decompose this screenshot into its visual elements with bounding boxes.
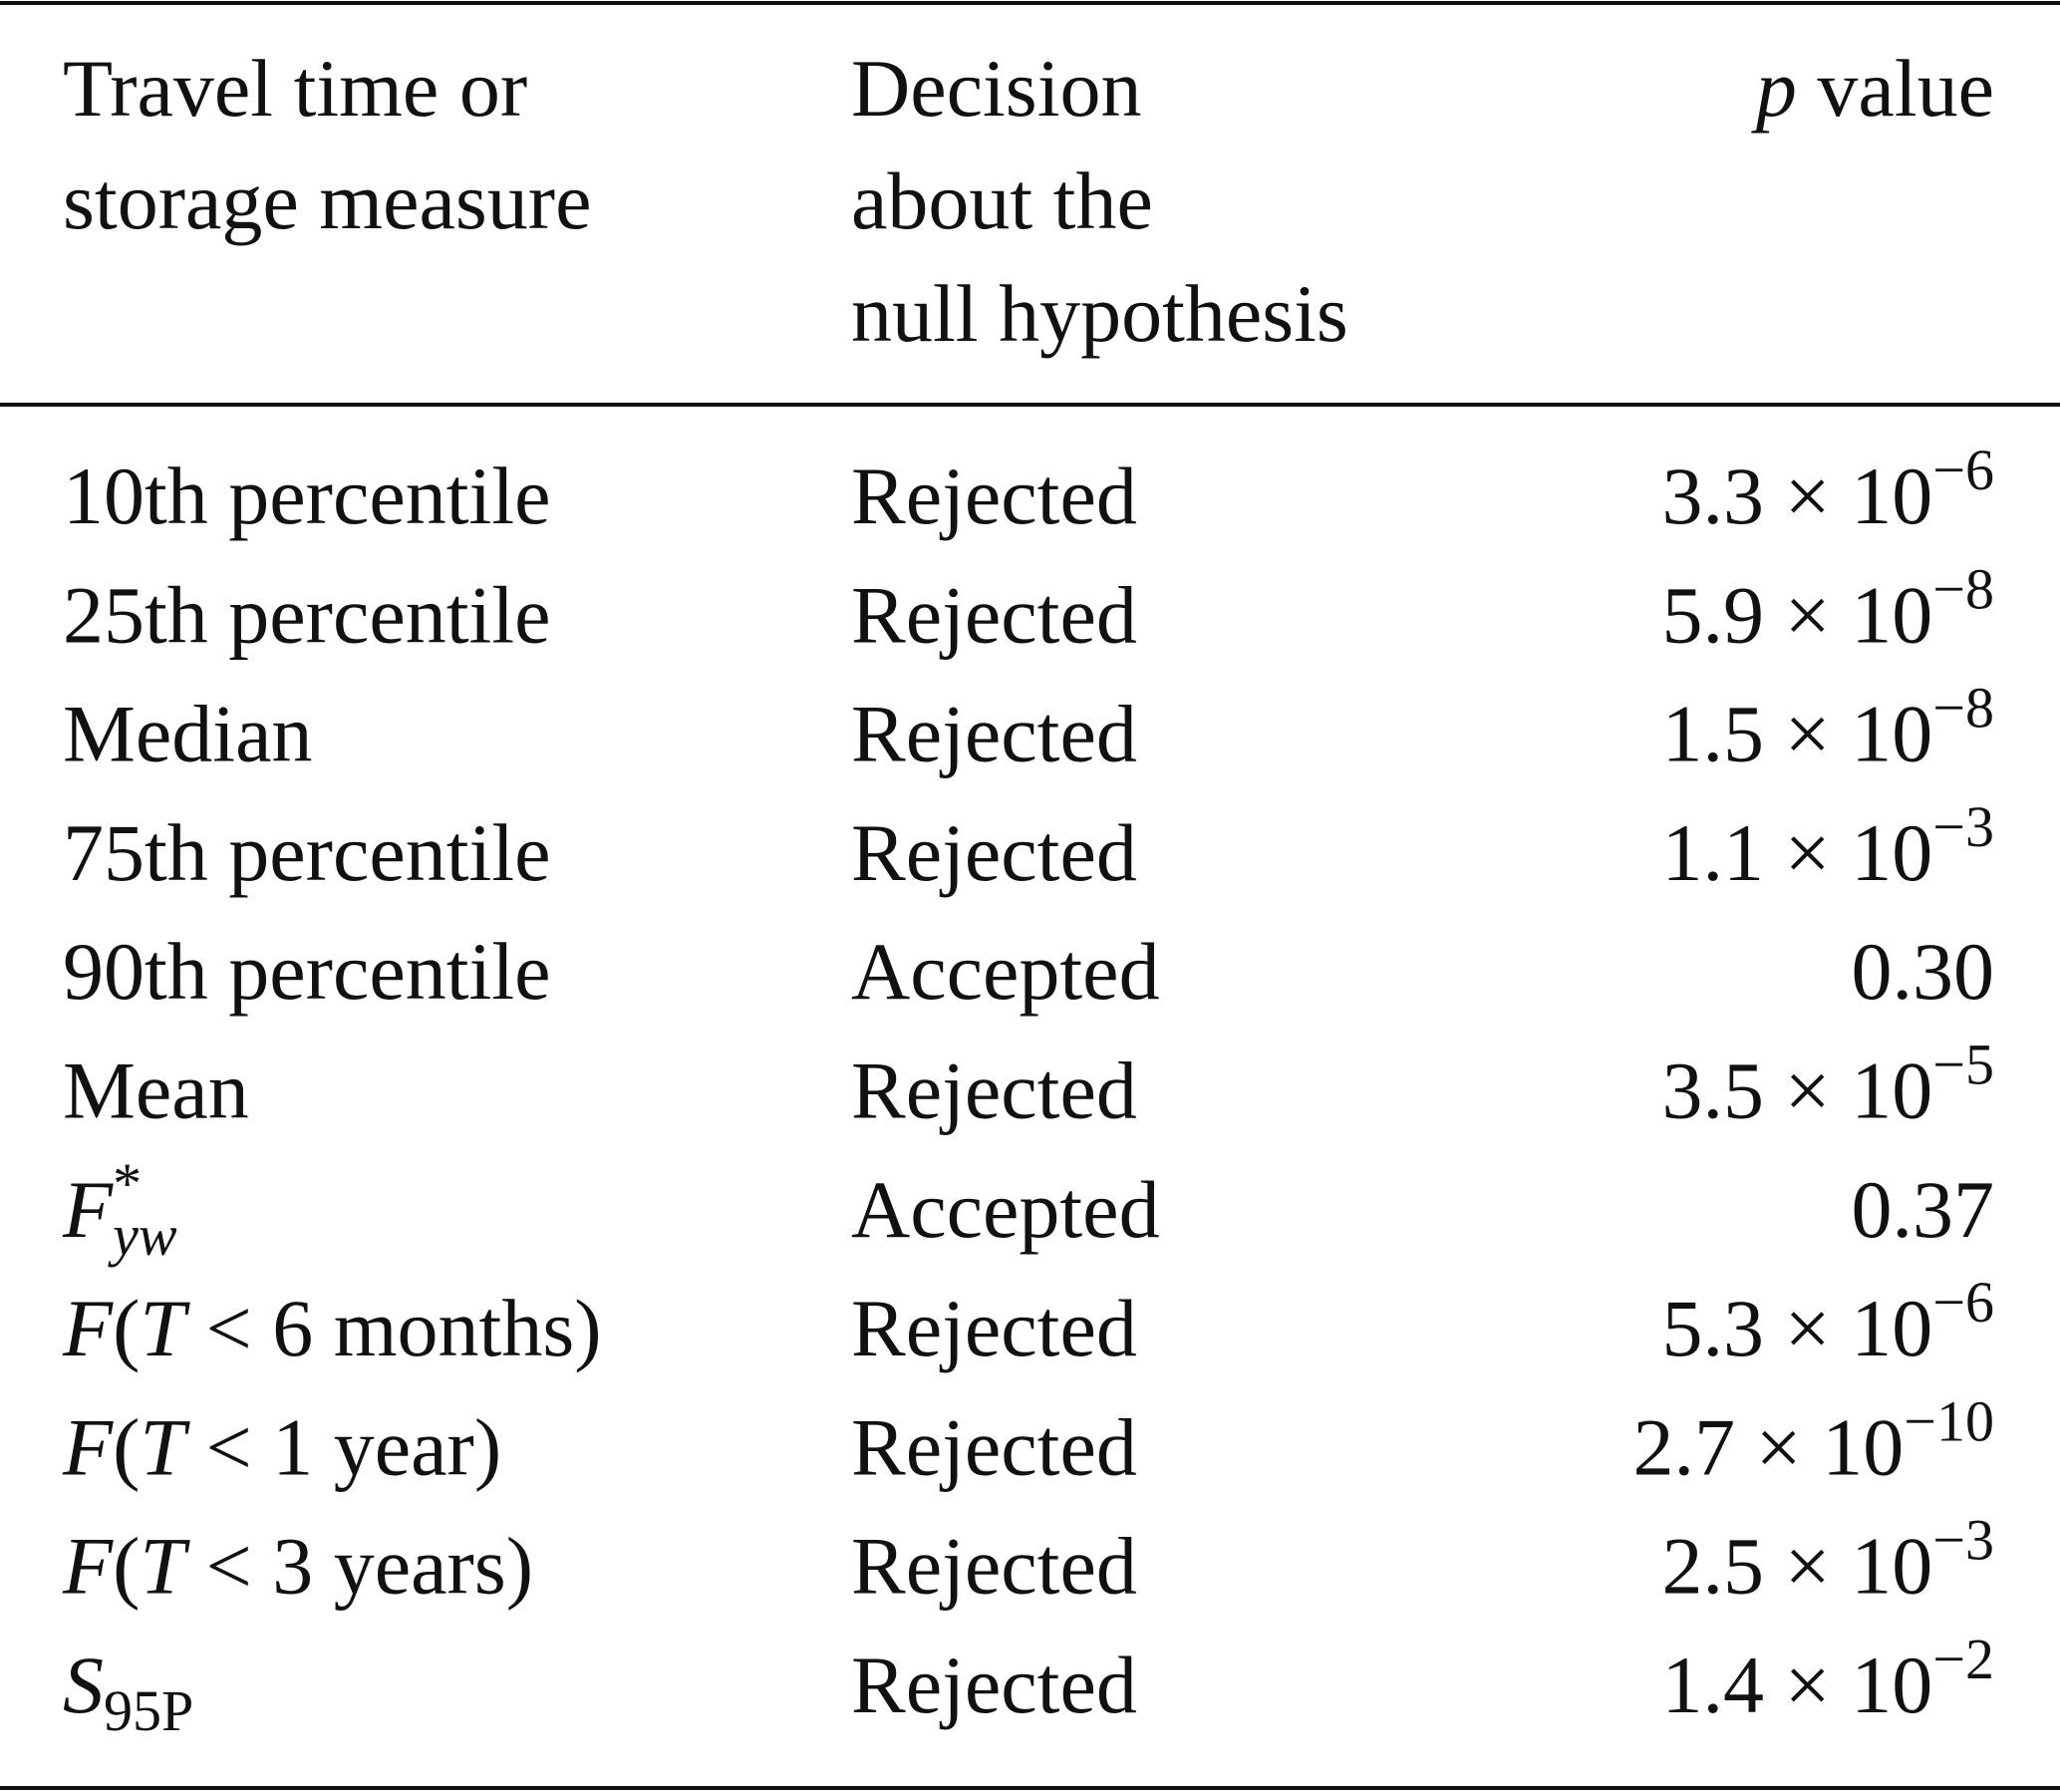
cell-text: 0.37	[1852, 1164, 1995, 1255]
cell-text: 2.7 × 10−10	[1633, 1388, 1994, 1492]
cell-text: Rejected	[851, 1640, 1137, 1730]
text-segment: Median	[63, 689, 312, 779]
text-segment: (	[113, 1283, 140, 1373]
cell-text: 2.5 × 10−3	[1662, 1508, 1994, 1612]
cell-text: Rejected	[851, 689, 1137, 779]
cell-text: Rejected	[851, 569, 1137, 660]
text-segment: 5.3 × 10	[1662, 1283, 1933, 1373]
cell-text: S95P	[63, 1640, 193, 1743]
cell-text: 3.3 × 10−6	[1662, 438, 1994, 541]
text-segment: 3.3 × 10	[1662, 450, 1933, 541]
cell-text: about the	[851, 155, 1153, 246]
text-segment: 1.4 × 10	[1662, 1640, 1933, 1730]
cell-text: F* yw	[62, 1151, 177, 1268]
cell-text: 75th percentile	[63, 807, 551, 898]
text-segment: < 1 year)	[185, 1401, 501, 1492]
cell-text: 1.1 × 10−3	[1662, 794, 1994, 898]
text-segment: 95P	[104, 1678, 193, 1743]
cell-text: Accepted	[851, 1164, 1160, 1255]
text-segment: 0.30	[1852, 926, 1995, 1017]
text-segment: F	[62, 1521, 114, 1612]
cell-text: Decision	[851, 43, 1141, 134]
cell-text: storage measure	[63, 155, 591, 246]
text-segment: −10	[1904, 1388, 1994, 1453]
text-segment: −2	[1932, 1627, 1994, 1691]
text-segment: (	[113, 1401, 140, 1492]
text-segment: −8	[1932, 676, 1994, 741]
cell-text: Rejected	[851, 1401, 1137, 1492]
text-segment: 1.1 × 10	[1662, 807, 1933, 898]
text-segment: F	[62, 1164, 114, 1255]
cell-text: Accepted	[851, 926, 1160, 1017]
text-segment: T	[140, 1401, 190, 1492]
text-segment: 2.7 × 10	[1633, 1401, 1905, 1492]
text-segment: −6	[1932, 438, 1994, 502]
text-segment: 2.5 × 10	[1662, 1521, 1933, 1612]
text-segment: 5.9 × 10	[1662, 569, 1933, 660]
text-segment: 10th percentile	[63, 450, 551, 541]
text-segment: T	[140, 1521, 190, 1612]
text-segment: 1.5 × 10	[1662, 689, 1933, 779]
text-segment: 3.5 × 10	[1662, 1045, 1933, 1136]
cell-text: Median	[63, 689, 312, 779]
text-segment: value	[1797, 43, 1994, 134]
text-segment: S	[63, 1640, 104, 1730]
cell-text: F(T < 6 months)	[62, 1283, 602, 1373]
cell-text: 3.5 × 10−5	[1662, 1033, 1994, 1136]
cell-text: Travel time or	[63, 43, 527, 134]
cell-text: 0.30	[1852, 926, 1995, 1017]
text-segment: (	[113, 1521, 140, 1612]
cell-text: F(T < 1 year)	[62, 1401, 501, 1492]
cell-text: Rejected	[851, 450, 1137, 541]
text-segment: < 6 months)	[185, 1283, 602, 1373]
cell-text: Mean	[63, 1045, 249, 1136]
text-segment: 75th percentile	[63, 807, 551, 898]
text-segment: 25th percentile	[63, 569, 551, 660]
cell-text: Rejected	[851, 807, 1137, 898]
cell-text: 10th percentile	[63, 450, 551, 541]
text-segment: T	[140, 1283, 190, 1373]
cell-text: 5.3 × 10−6	[1662, 1270, 1994, 1373]
cell-text: null hypothesis	[851, 268, 1348, 359]
text-segment: 90th percentile	[63, 926, 551, 1017]
text-segment: 0.37	[1852, 1164, 1995, 1255]
cell-text: 5.9 × 10−8	[1662, 556, 1994, 660]
cell-text: p value	[1751, 43, 1994, 134]
cell-text: 90th percentile	[63, 926, 551, 1017]
cell-text: Rejected	[851, 1045, 1137, 1136]
text-segment: −3	[1932, 794, 1994, 859]
text-segment: −5	[1932, 1033, 1994, 1097]
text-segment: yw	[108, 1203, 177, 1268]
cell-text: 1.4 × 10−2	[1662, 1627, 1994, 1730]
cell-text: Rejected	[851, 1283, 1137, 1373]
text-segment: −3	[1932, 1508, 1994, 1573]
cell-text: 25th percentile	[63, 569, 551, 660]
text-segment: F	[62, 1401, 114, 1492]
text-segment: −6	[1932, 1270, 1994, 1335]
text-segment: Mean	[63, 1045, 249, 1136]
text-segment: *	[113, 1151, 142, 1216]
text-segment: < 3 years)	[185, 1521, 533, 1612]
text-segment: −8	[1932, 556, 1994, 621]
text-segment: F	[62, 1283, 114, 1373]
cell-text: Rejected	[851, 1521, 1137, 1612]
text-segment: p	[1751, 43, 1797, 134]
cell-text: F(T < 3 years)	[62, 1521, 533, 1612]
cell-text: 1.5 × 10−8	[1662, 676, 1994, 779]
